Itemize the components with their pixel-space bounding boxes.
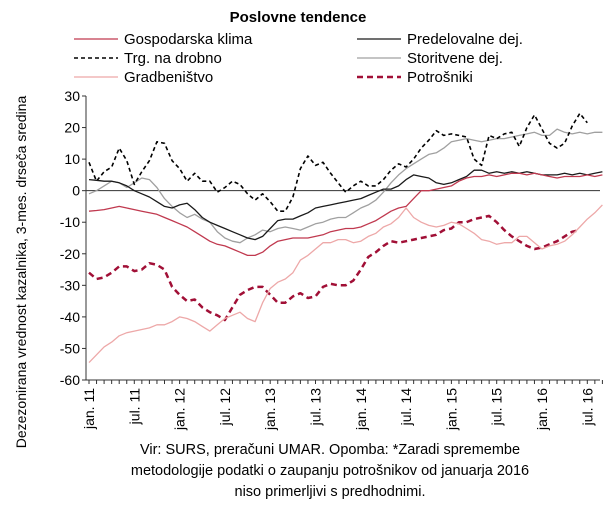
series-line-storitvene-dej-: [88, 128, 603, 244]
x-tick-label: jul. 14: [398, 388, 414, 427]
y-tick-label: 0: [72, 183, 80, 199]
source-line: metodologije podatki o zaupanju potrošni…: [130, 463, 530, 479]
legend-label: Gradbeništvo: [124, 69, 213, 86]
y-tick-label: -50: [60, 340, 80, 356]
x-axis: jan. 11 jul. 11 jan. 12 jul. 12 jan. 13 jul. …: [81, 379, 603, 431]
x-tick-label: jul. 12: [217, 388, 233, 427]
x-tick-label: jan. 11: [81, 388, 97, 430]
x-tick-label: jul. 15: [489, 388, 505, 427]
y-tick-label: 10: [64, 151, 80, 167]
y-tick-label: -20: [60, 246, 80, 262]
series-line-predelovalne-dej-: [88, 169, 603, 241]
legend-label: Trg. na drobno: [124, 50, 222, 67]
legend: Gospodarska klima Predelovalne dej. Trg. n…: [74, 31, 523, 86]
x-tick-label: jan. 15: [443, 388, 459, 431]
x-tick-label: jan. 13: [262, 388, 278, 431]
x-tick-label: jul. 16: [579, 388, 595, 427]
y-tick-label: 30: [64, 88, 80, 104]
series-line-trg-na-drobno: [88, 112, 588, 212]
y-axis: 30 20 10 0 -10 -20 -30 -40 -50 -60: [60, 88, 87, 388]
x-tick-label: jan. 14: [353, 388, 369, 431]
source-line: niso primerljivi s predhodnimi.: [234, 484, 426, 500]
plot-area: [86, 112, 603, 364]
legend-label: Storitvene dej.: [407, 50, 503, 67]
series-line-gospodarska-klima: [88, 172, 603, 257]
y-tick-label: -30: [60, 277, 80, 293]
y-tick-label: -10: [60, 214, 80, 230]
legend-label: Gospodarska klima: [124, 31, 253, 48]
legend-label: Potrošniki: [407, 69, 473, 86]
x-tick-label: jan. 16: [534, 388, 550, 431]
chart-title: Poslovne tendence: [230, 9, 367, 26]
legend-label: Predelovalne dej.: [407, 31, 523, 48]
y-tick-label: 20: [64, 120, 80, 136]
y-tick-label: -60: [60, 372, 80, 388]
y-tick-label: -40: [60, 309, 80, 325]
x-tick-label: jan. 12: [172, 388, 188, 431]
x-tick-label: jul. 11: [126, 388, 142, 426]
source-note: Vir: SURS, preračuni UMAR. Opomba: *Zara…: [60, 440, 600, 503]
series-line-potro-niki: [88, 214, 581, 322]
series-line-gradbeni-tvo: [88, 204, 603, 364]
source-line: Vir: SURS, preračuni UMAR. Opomba: *Zara…: [139, 442, 521, 458]
y-axis-label: Dezezonirana vrednost kazalnika, 3-mes. …: [13, 96, 29, 449]
x-tick-label: jul. 13: [308, 388, 324, 427]
